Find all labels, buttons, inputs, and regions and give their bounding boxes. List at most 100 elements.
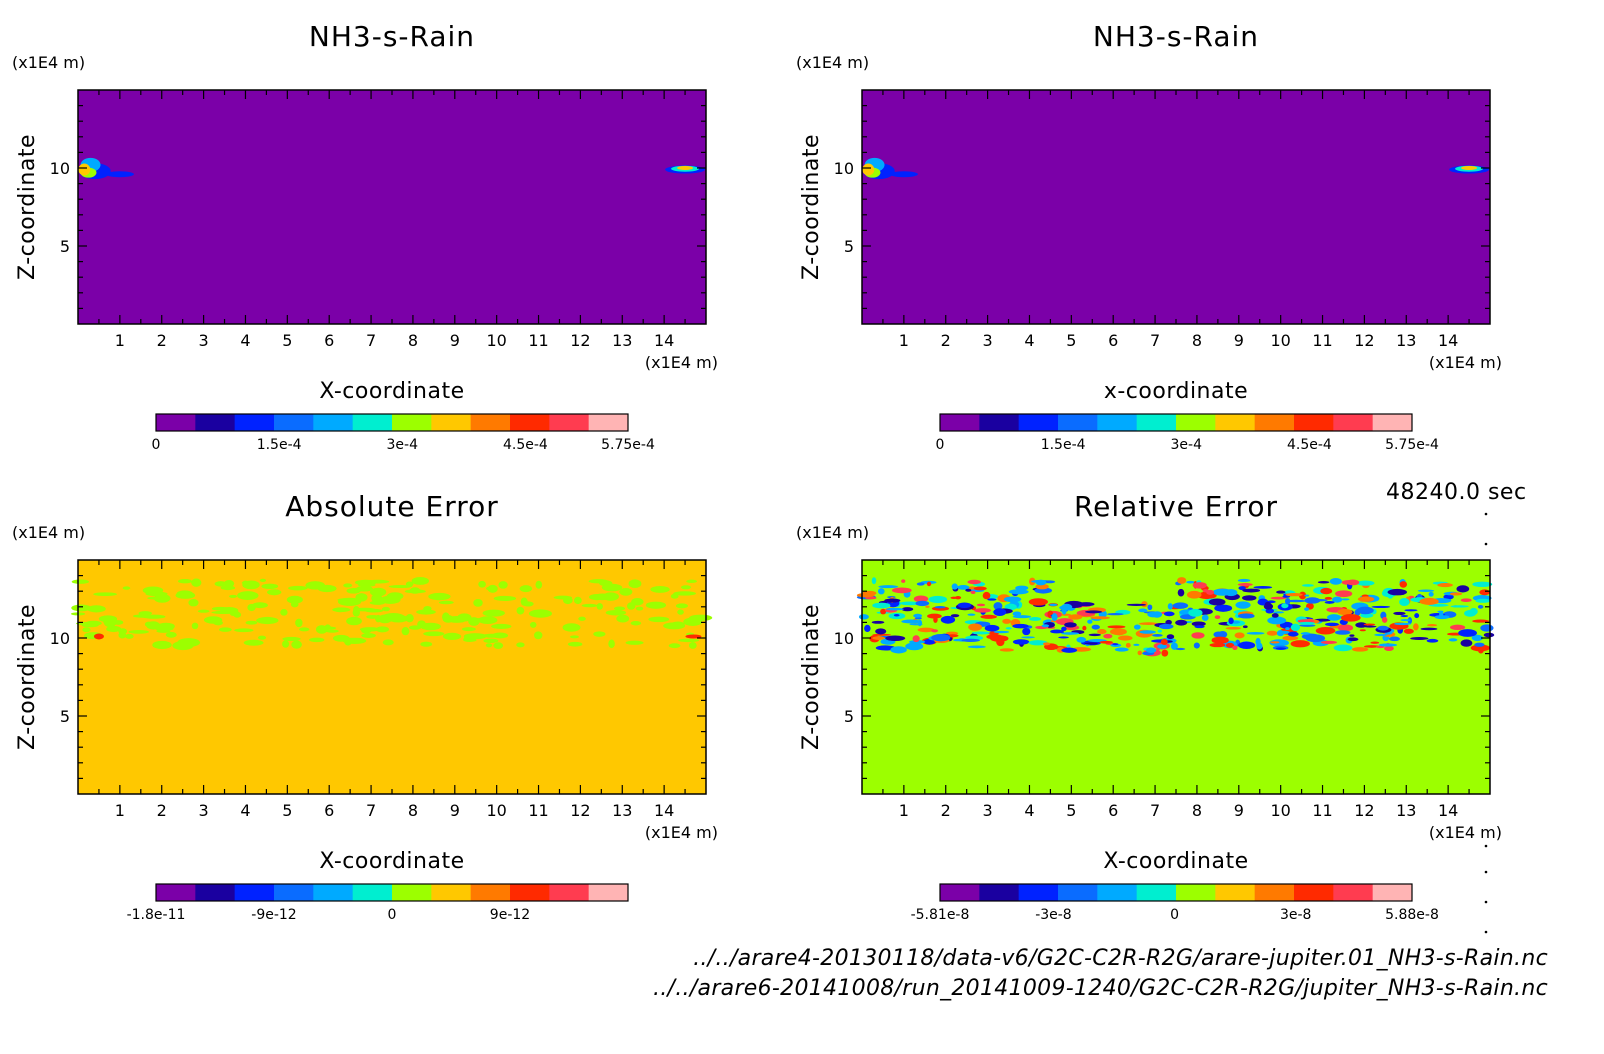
field-feature [1158,623,1174,630]
field-feature [1359,629,1366,632]
colorbar-swatch [1018,884,1059,901]
field-feature [1202,588,1209,593]
field-feature [913,613,923,618]
colorbar-swatch [1294,414,1334,431]
colorbar-swatch [1018,414,1059,431]
field-feature [974,608,992,613]
colorbar-swatch [1058,884,1098,901]
colorbar-tick-label: 5.88e-8 [1385,907,1439,923]
time-label: 48240.0 sec [1386,480,1527,505]
x-axis-label: X-coordinate [319,379,464,404]
field-feature [1381,616,1388,623]
field-feature [1479,589,1490,596]
colorbar-tick-label: 1.5e-4 [1041,437,1086,453]
field-feature [1403,628,1414,634]
field-feature [678,638,700,643]
field-feature [1175,647,1186,651]
field-feature [928,595,948,604]
field-feature [1021,636,1035,639]
field-feature [1267,616,1287,625]
field-feature [282,640,290,648]
field-feature [118,628,128,635]
field-feature [889,171,918,178]
field-feature [343,583,353,588]
y-unit-label: (x1E4 m) [12,53,85,72]
x-tick-label: 5 [1066,331,1076,350]
field-feature [1175,619,1188,626]
colorbar-tick-label: 5.75e-4 [1385,437,1439,453]
colorbar-swatch [549,414,590,431]
field-feature [366,614,380,619]
field-feature [477,616,498,625]
field-feature [1090,616,1111,620]
field-feature [1480,624,1494,632]
field-feature [872,602,891,609]
x-tick-label: 9 [450,801,460,820]
field-feature [1299,624,1316,627]
field-feature [916,582,925,586]
field-feature [1237,613,1255,619]
field-feature [1404,609,1418,612]
field-feature [1003,596,1022,603]
field-feature [1347,637,1359,642]
field-feature [1242,625,1248,629]
field-feature [913,595,929,603]
field-feature [912,635,920,643]
decorative-dot [1484,930,1488,934]
colorbar-swatch [313,884,354,901]
field-feature [1064,622,1077,628]
field-feature [177,579,193,584]
y-axis-label: Z-coordinate [15,604,40,750]
field-feature [1324,622,1339,627]
field-feature [1213,631,1224,638]
field-feature [1460,598,1472,603]
colorbar-tick-label: 4.5e-4 [503,437,548,453]
field-feature [1290,623,1301,632]
field-feature [1269,639,1289,647]
colorbar-swatch [1176,414,1216,431]
x-tick-label: 5 [1066,801,1076,820]
y-tick-label: 10 [834,159,854,178]
field-feature [357,583,376,587]
field-feature [1341,598,1350,601]
field-feature [915,600,930,607]
field-feature [1333,644,1353,652]
field-feature [875,628,887,635]
field-feature [388,584,413,589]
plot-area [78,90,706,324]
colorbar-swatch [1097,414,1138,431]
field-feature [482,633,501,638]
x-unit-label: (x1E4 m) [1429,353,1502,372]
field-feature [931,634,951,642]
y-tick-label: 10 [834,629,854,648]
field-feature [259,578,267,582]
field-feature [1449,592,1463,596]
field-feature [593,631,606,637]
field-feature [138,611,153,616]
field-feature [953,638,964,642]
field-feature [1477,646,1484,654]
field-feature [648,616,670,623]
field-feature [1302,584,1314,587]
field-feature [519,585,533,593]
colorbar-swatch [274,884,314,901]
x-unit-label: (x1E4 m) [1429,823,1502,842]
chart-panel-3: Absolute Error(x1E4 m)1 2 3 4 5 6 7 8 9 10 11 12 13 1… [12,490,718,923]
field-feature [1290,640,1310,648]
chart-panel-4: Relative Error(x1E4 m)1 2 3 4 5 6 7 8 9 10 11 12 13 1… [796,490,1502,923]
field-feature [1194,625,1205,629]
field-feature [243,639,264,646]
field-feature [1005,627,1012,630]
colorbar-swatch [234,414,275,431]
field-feature [386,592,404,600]
field-feature [256,616,279,625]
field-feature [214,581,227,587]
field-feature [1012,639,1030,645]
x-tick-label: 14 [654,801,674,820]
field-feature [680,585,692,590]
field-feature [534,631,543,640]
x-tick-label: 8 [408,331,418,350]
colorbar-swatch [510,884,550,901]
field-feature [498,581,508,589]
field-feature [1271,613,1279,618]
